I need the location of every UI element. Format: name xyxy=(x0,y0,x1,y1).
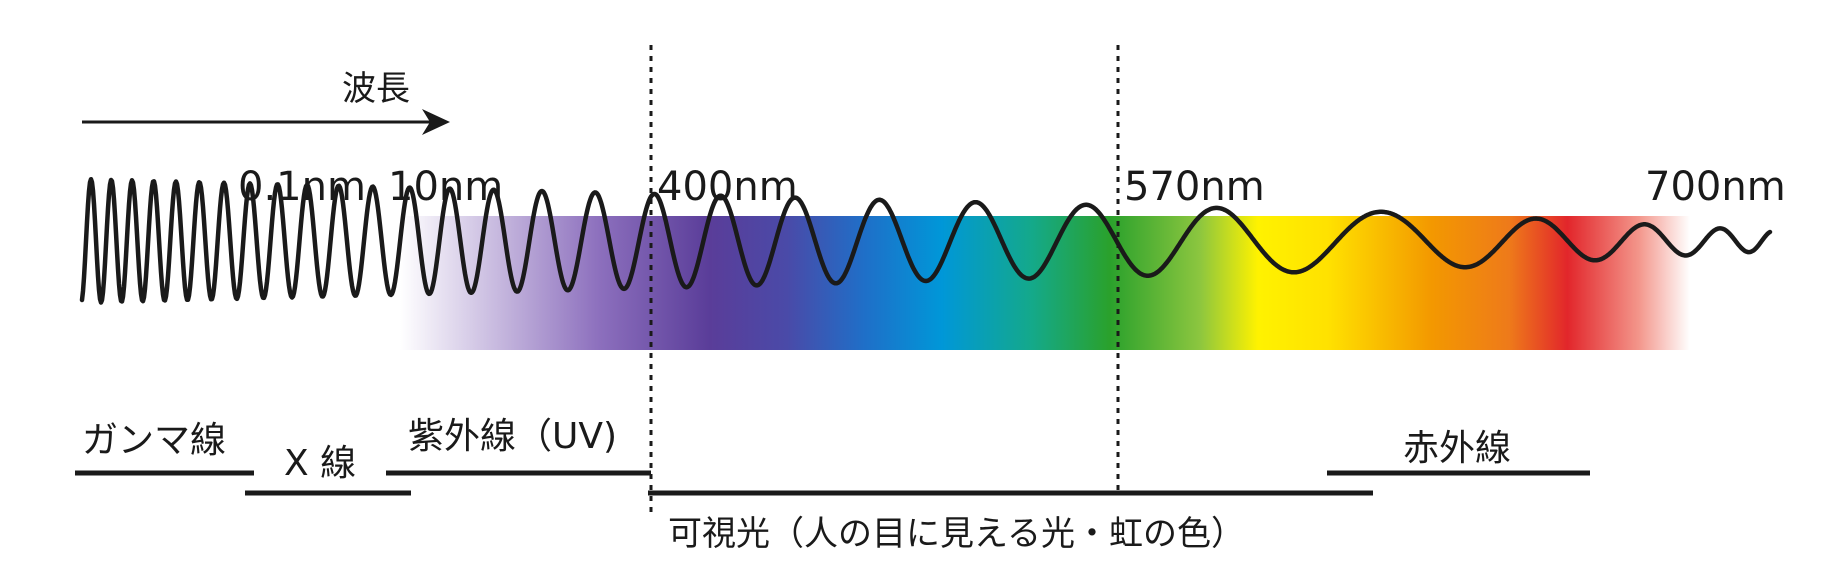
marker-700nm: 700nm xyxy=(1645,164,1786,210)
marker-0.1nm: 0.1nm xyxy=(238,164,366,210)
wave-line xyxy=(79,176,1773,305)
marker-570nm: 570nm xyxy=(1124,164,1265,210)
wavelength-axis-label: 波長 xyxy=(342,69,410,109)
infrared-label: 赤外線 xyxy=(1403,428,1511,469)
spectrum-color-band xyxy=(400,216,1690,350)
marker-10nm: 10nm xyxy=(388,164,503,210)
visible-label: 可視光（人の目に見える光・虹の色） xyxy=(668,514,1245,554)
marker-400nm: 400nm xyxy=(657,164,798,210)
xray-label: X 線 xyxy=(284,443,356,484)
wavelength-arrow-head xyxy=(422,109,450,135)
uv-label: 紫外線（UV) xyxy=(408,416,617,457)
gamma-label: ガンマ線 xyxy=(82,420,226,461)
